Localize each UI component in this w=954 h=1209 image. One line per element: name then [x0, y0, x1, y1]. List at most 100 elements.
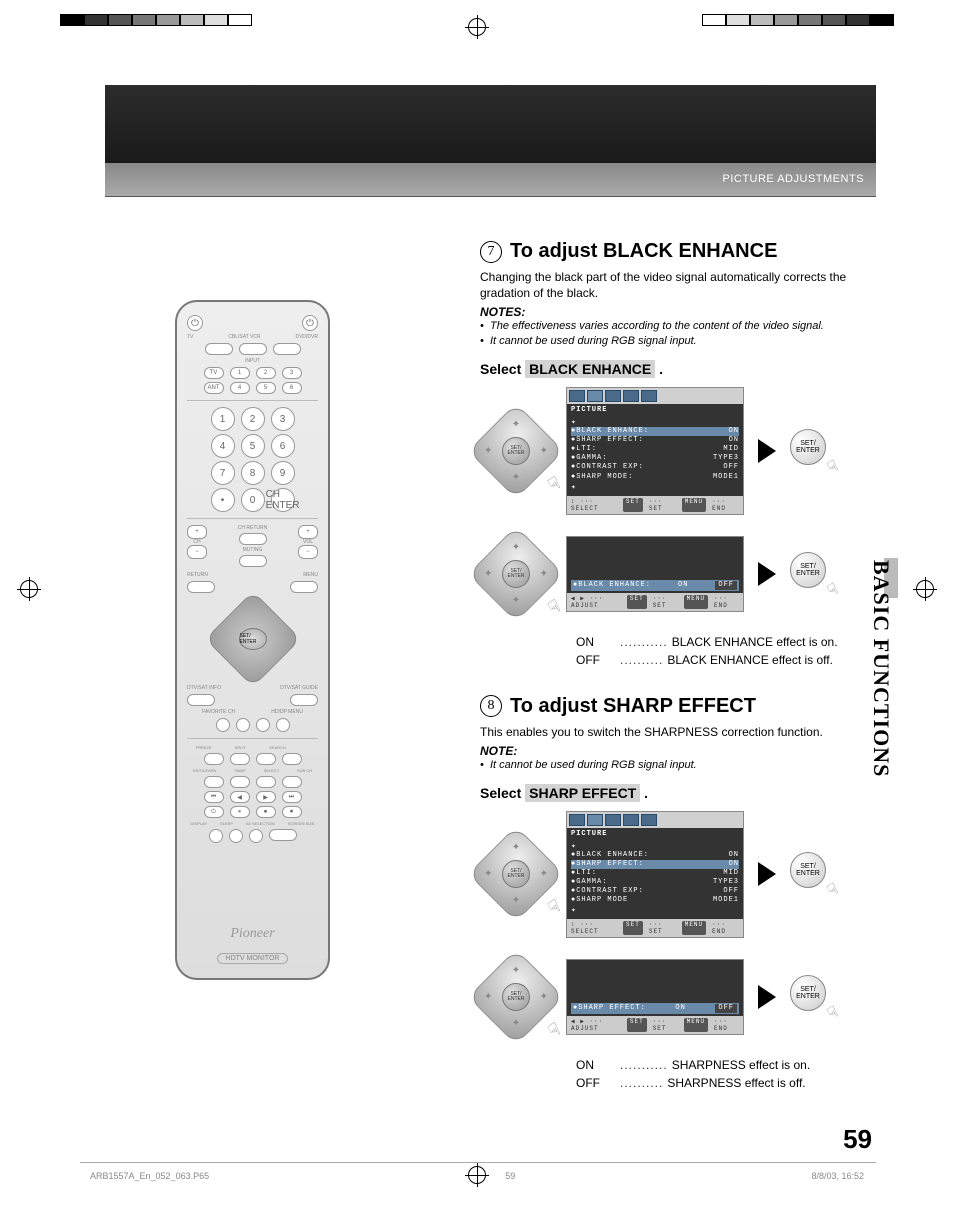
- step-row: ✦✦ ✦✦ SET/ ENTER ☟ PICTURE✦●BLACK ENHANC…: [480, 387, 875, 515]
- select-item: SHARP EFFECT: [525, 784, 640, 802]
- osd-menu: PICTURE✦●BLACK ENHANCE:ON●SHARP EFFECT:O…: [566, 811, 744, 939]
- section-intro: This enables you to switch the SHARPNESS…: [480, 724, 875, 740]
- footer-page: 59: [505, 1171, 515, 1181]
- remote-button: [256, 753, 276, 765]
- dpad-icon: ✦✦ ✦✦ SET/ ENTER ☟: [480, 415, 552, 487]
- note-item: It cannot be used during RGB signal inpu…: [480, 334, 875, 349]
- hand-icon: ☟: [545, 1019, 565, 1043]
- hand-icon: ☟: [545, 595, 565, 619]
- select-suffix: .: [644, 785, 648, 801]
- remote-button: 6: [282, 382, 302, 394]
- select-item: BLACK ENHANCE: [525, 360, 655, 378]
- remote-label: DTV/SAT GUIDE: [280, 685, 318, 691]
- remote-label: DISPLAY: [190, 821, 207, 826]
- remote-numpad-button: 9: [271, 461, 295, 485]
- set-enter-button: SET/ ENTER ☟: [790, 429, 834, 473]
- remote-label: VOL: [298, 539, 318, 545]
- notes-label: NOTES:: [480, 305, 875, 319]
- step-number: 8: [480, 695, 502, 717]
- remote-button: [256, 776, 276, 788]
- colorbar: [702, 14, 894, 26]
- remote-numpad-button: 0: [241, 488, 265, 512]
- osd-adjust: ●SHARP EFFECT:ONOFF◀ ▶ ··· ADJUSTSET··· …: [566, 959, 744, 1035]
- header-category: PICTURE ADJUSTMENTS: [722, 173, 864, 185]
- osd-menu: PICTURE✦●BLACK ENHANCE:ON●SHARP EFFECT:O…: [566, 387, 744, 515]
- remote-label: CBL/SAT VCR: [199, 334, 289, 340]
- osd-adjust: ●BLACK ENHANCE:ONOFF◀ ▶ ··· ADJUSTSET···…: [566, 536, 744, 612]
- set-enter-button: SET/ ENTER ☟: [790, 852, 834, 896]
- hand-icon: ☟: [824, 879, 842, 901]
- dpad-icon: ✦✦ ✦✦ SET/ ENTER ☟: [480, 838, 552, 910]
- dpad-icon: ✦✦ ✦✦ SET/ ENTER ☟: [480, 961, 552, 1033]
- section-8: 8 To adjust SHARP EFFECT This enables yo…: [480, 695, 875, 1093]
- set-enter-label: SET/ ENTER: [502, 560, 530, 588]
- remote-button: 3: [282, 367, 302, 379]
- remote-label: DVD/DVR: [295, 334, 318, 340]
- result-list: ON...........BLACK ENHANCE effect is on.…: [576, 633, 875, 669]
- remote-button: 5: [256, 382, 276, 394]
- footer-divider: [80, 1162, 876, 1163]
- select-prefix: Select: [480, 785, 521, 801]
- remote-button: [230, 753, 250, 765]
- set-enter-label: SET/ ENTER: [790, 429, 826, 465]
- remote-numpad-button: 7: [211, 461, 235, 485]
- remote-button: 2: [256, 367, 276, 379]
- remote-label: SPLIT: [235, 745, 246, 750]
- arrow-icon: [758, 862, 776, 886]
- remote-label: FREEZE: [196, 745, 212, 750]
- note-item: It cannot be used during RGB signal inpu…: [480, 758, 875, 773]
- section-title: To adjust SHARP EFFECT: [510, 695, 756, 718]
- remote-label: TV: [187, 334, 193, 340]
- remote-label: SEARCH: [269, 745, 286, 750]
- set-enter-label: SET/ ENTER: [790, 852, 826, 888]
- remote-numpad-button: 2: [241, 407, 265, 431]
- result-row: ON...........BLACK ENHANCE effect is on.: [576, 633, 875, 651]
- result-row: OFF..........SHARPNESS effect is off.: [576, 1074, 875, 1092]
- registration-mark: [20, 580, 38, 598]
- remote-button: [230, 776, 250, 788]
- dpad-icon: ✦✦ ✦✦ SET/ ENTER ☟: [480, 538, 552, 610]
- remote-button: 1: [230, 367, 250, 379]
- remote-numpad-button: 1: [211, 407, 235, 431]
- remote-numpad-button: 3: [271, 407, 295, 431]
- section-title: To adjust BLACK ENHANCE: [510, 240, 777, 263]
- set-enter-label: SET/ ENTER: [790, 552, 826, 588]
- set-enter-button: SET/ ENTER: [239, 628, 267, 650]
- remote-numpad-button: 4: [211, 434, 235, 458]
- remote-label: CH: [187, 539, 207, 545]
- remote-label: SCREEN SIZE: [288, 821, 315, 826]
- brand-logo: Pioneer: [177, 926, 328, 942]
- remote-label: HD/DP MENU: [271, 709, 303, 715]
- hand-icon: ☟: [824, 579, 842, 601]
- set-enter-button: SET/ ENTER ☟: [790, 975, 834, 1019]
- hand-icon: ☟: [545, 473, 565, 497]
- hand-icon: ☟: [824, 456, 842, 478]
- remote-label: INPUT: [245, 358, 260, 364]
- remote-numpad-button: 5: [241, 434, 265, 458]
- remote-label: CH RETURN: [213, 525, 292, 531]
- step-row: ✦✦ ✦✦ SET/ ENTER ☟ ●BLACK ENHANCE:ONOFF◀…: [480, 529, 875, 619]
- remote-label: AV SELECTION: [246, 821, 275, 826]
- note-item: The effectiveness varies according to th…: [480, 319, 875, 334]
- arrow-icon: [758, 439, 776, 463]
- footer-datetime: 8/8/03, 16:52: [811, 1171, 864, 1181]
- remote-label: SELECT: [264, 768, 280, 773]
- remote-label: DTV/SAT INFO: [187, 685, 221, 691]
- header-band: [105, 85, 876, 163]
- hand-icon: ☟: [545, 896, 565, 920]
- remote-label: SWAP: [234, 768, 246, 773]
- remote-button: 4: [230, 382, 250, 394]
- step-row: ✦✦ ✦✦ SET/ ENTER ☟ PICTURE✦●BLACK ENHANC…: [480, 811, 875, 939]
- footer-file: ARB1557A_En_052_063.P65: [90, 1171, 209, 1181]
- remote-button: [282, 776, 302, 788]
- remote-numpad-button: •: [211, 488, 235, 512]
- result-row: OFF..........BLACK ENHANCE effect is off…: [576, 651, 875, 669]
- section-intro: Changing the black part of the video sig…: [480, 269, 875, 301]
- remote-numpad-button: 8: [241, 461, 265, 485]
- model-label: HDTV MONITOR: [217, 953, 289, 964]
- remote-label: SLEEP: [220, 821, 233, 826]
- remote-button: [204, 776, 224, 788]
- result-row: ON...........SHARPNESS effect is on.: [576, 1056, 875, 1074]
- colorbar: [60, 14, 252, 26]
- registration-mark: [916, 580, 934, 598]
